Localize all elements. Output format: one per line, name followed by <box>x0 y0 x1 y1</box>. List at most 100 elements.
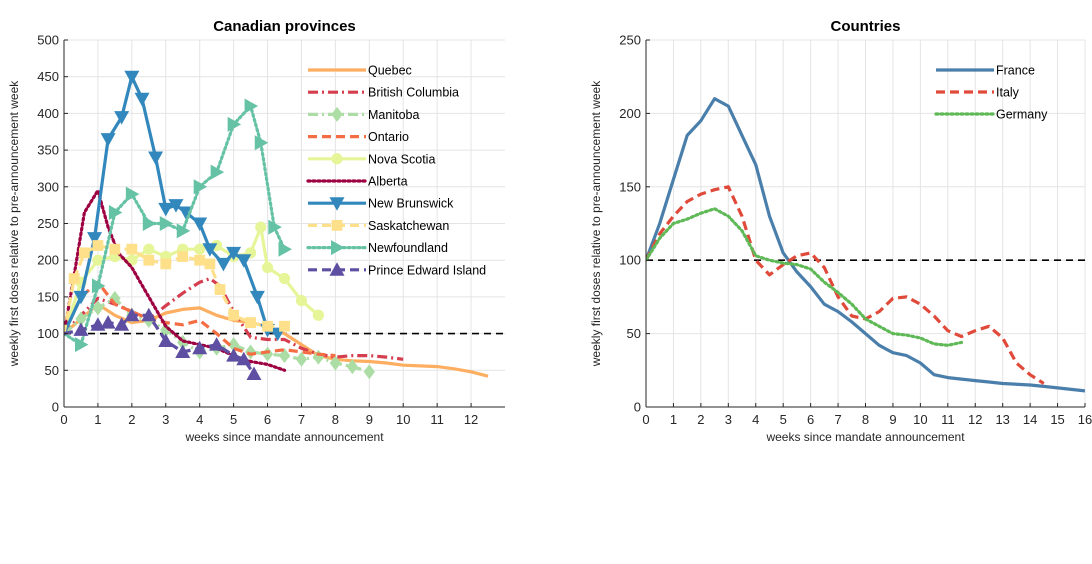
point-saskatchewan <box>143 254 155 266</box>
point-new-brunswick <box>158 202 174 217</box>
point-saskatchewan <box>92 240 104 251</box>
x-tick-label: 12 <box>968 412 982 427</box>
point-newfoundland <box>108 204 123 220</box>
x-tick-label: 0 <box>60 412 67 427</box>
legend-marker-new-brunswick <box>329 197 345 211</box>
point-newfoundland <box>254 135 269 151</box>
point-prince-edward-island <box>236 351 252 366</box>
countries-chart: 0 1 2 3 4 5 6 7 8 9 10 11 12 13 14 15 16050100150200250C… <box>589 18 1092 444</box>
point-prince-edward-island <box>158 333 174 347</box>
point-new-brunswick <box>100 133 116 147</box>
point-new-brunswick <box>87 232 103 246</box>
point-saskatchewan <box>177 251 189 262</box>
point-saskatchewan <box>214 284 226 295</box>
x-tick-label: 0 <box>642 412 649 427</box>
point-prince-edward-island <box>226 348 242 362</box>
legend-label-germany: Germany <box>996 108 1048 122</box>
y-tick-label: 50 <box>627 326 641 341</box>
x-tick-label: 1 <box>94 412 101 427</box>
point-saskatchewan <box>194 254 206 266</box>
legend-label-manitoba: Manitoba <box>368 108 419 122</box>
point-newfoundland <box>268 219 282 235</box>
y-tick-label: 150 <box>619 179 641 194</box>
point-new-brunswick <box>249 290 265 305</box>
point-manitoba <box>295 351 308 367</box>
x-tick-label: 5 <box>230 412 237 427</box>
x-tick-label: 9 <box>889 412 896 427</box>
chart-title: Countries <box>830 18 900 35</box>
point-manitoba <box>346 359 358 375</box>
legend-label-new-brunswick: New Brunswick <box>368 197 454 211</box>
x-tick-label: 7 <box>298 412 305 427</box>
point-newfoundland <box>193 179 208 195</box>
point-prince-edward-island <box>114 317 130 331</box>
series-line-germany <box>646 207 964 347</box>
x-tick-label: 12 <box>464 412 478 427</box>
point-prince-edward-island <box>192 340 208 355</box>
x-axis-label: weeks since mandate announcement <box>765 430 965 444</box>
x-tick-label: 6 <box>264 412 271 427</box>
x-axis-label: weeks since mandate announcement <box>184 430 384 444</box>
point-manitoba <box>329 355 342 371</box>
point-new-brunswick <box>114 111 130 125</box>
legend-marker-saskatchewan <box>331 220 343 231</box>
x-tick-label: 1 <box>670 412 677 427</box>
point-new-brunswick <box>148 151 164 165</box>
point-manitoba <box>278 348 291 364</box>
y-tick-label: 500 <box>37 33 59 48</box>
x-tick-label: 4 <box>752 412 759 427</box>
x-tick-label: 11 <box>941 412 955 427</box>
legend-label-newfoundland: Newfoundland <box>368 241 448 255</box>
point-prince-edward-island <box>124 307 140 322</box>
point-manitoba <box>261 346 274 362</box>
x-tick-label: 15 <box>1050 412 1064 427</box>
point-manitoba <box>363 364 375 380</box>
x-tick-label: 7 <box>834 412 841 427</box>
x-tick-label: 11 <box>430 412 444 427</box>
legend-label-france: France <box>996 64 1035 78</box>
point-new-brunswick <box>215 257 231 272</box>
x-tick-label: 10 <box>396 412 410 427</box>
point-newfoundland <box>91 278 106 294</box>
point-newfoundland <box>244 98 259 114</box>
x-tick-label: 6 <box>807 412 814 427</box>
point-manitoba <box>75 311 87 327</box>
canadian-provinces-chart: 0 1 2 3 4 5 6 7 8 9 10 11 12050100150200250300350400… <box>7 18 505 444</box>
point-prince-edward-island <box>209 337 225 351</box>
y-tick-label: 400 <box>37 106 59 121</box>
x-tick-label: 8 <box>862 412 869 427</box>
point-saskatchewan <box>228 309 240 321</box>
x-tick-label: 3 <box>162 412 169 427</box>
series-line-british-columbia <box>64 277 404 361</box>
legend-marker-prince-edward-island <box>329 262 345 276</box>
y-tick-label: 0 <box>52 400 59 415</box>
series-group <box>646 97 1085 393</box>
series-line-saskatchewan <box>64 243 285 334</box>
y-tick-label: 200 <box>619 106 641 121</box>
y-tick-label: 100 <box>37 326 59 341</box>
legend-label-alberta: Alberta <box>368 175 408 189</box>
y-tick-label: 250 <box>619 33 641 48</box>
chart-title: Canadian provinces <box>213 18 356 35</box>
y-tick-label: 350 <box>37 143 59 158</box>
point-saskatchewan <box>279 320 290 332</box>
y-axis-label: weekly first doses relative to pre-annou… <box>589 80 603 367</box>
point-newfoundland <box>176 223 191 239</box>
y-axis-label: weekly first doses relative to pre-annou… <box>7 80 21 367</box>
y-tick-label: 0 <box>634 400 641 415</box>
point-saskatchewan <box>262 320 273 332</box>
point-nova-scotia <box>295 294 308 307</box>
legend-label-prince-edward-island: Prince Edward Island <box>368 263 486 277</box>
point-saskatchewan <box>204 258 216 270</box>
x-tick-label: 16 <box>1078 412 1092 427</box>
x-tick-label: 3 <box>725 412 732 427</box>
point-new-brunswick <box>124 70 140 85</box>
series-group <box>64 70 489 380</box>
y-tick-label: 100 <box>619 253 641 268</box>
y-tick-label: 250 <box>37 216 59 231</box>
point-new-brunswick <box>134 92 150 107</box>
point-saskatchewan <box>160 258 172 270</box>
legend: France Italy Germany <box>934 64 1048 122</box>
point-nova-scotia <box>261 261 274 274</box>
point-prince-edward-island <box>175 344 191 358</box>
